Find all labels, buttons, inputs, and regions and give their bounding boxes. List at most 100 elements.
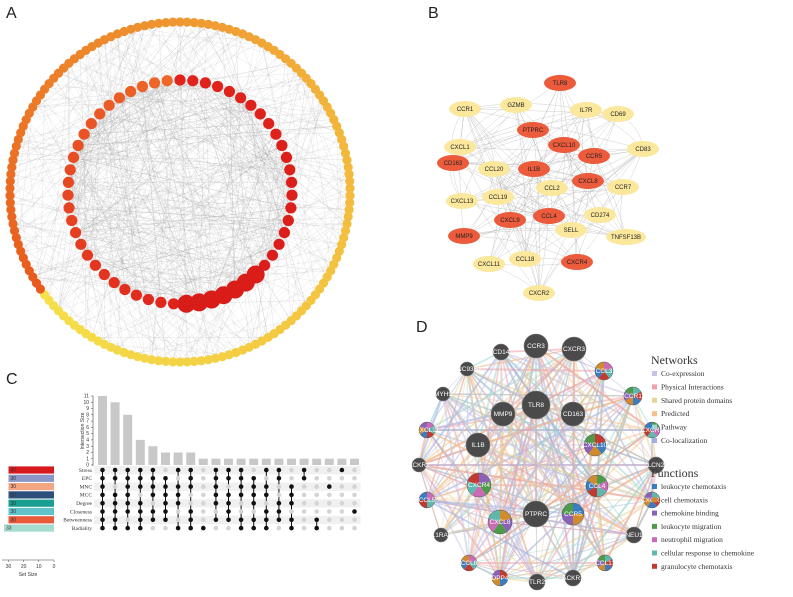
network-swatch — [652, 424, 657, 430]
set-size-tick-label: 20 — [21, 564, 27, 570]
genemania-node-ackr1: ACKR1 — [562, 569, 584, 587]
matrix-dot — [289, 467, 294, 473]
function-slice — [597, 480, 609, 492]
network-edge — [119, 23, 159, 98]
network-edge — [10, 209, 173, 362]
network-edge — [524, 113, 619, 260]
inner-hub-node — [286, 176, 298, 188]
y-tick-label: 4 — [86, 438, 89, 444]
network-edge — [124, 289, 161, 303]
matrix-dot — [175, 476, 181, 481]
network-edge — [466, 348, 575, 370]
matrix-dot — [175, 492, 181, 498]
network-swatch — [652, 371, 657, 376]
inner-hub-node — [223, 85, 235, 98]
matrix-dot — [352, 509, 357, 514]
ppi-node-label: MMP9 — [455, 234, 473, 240]
network-edge — [95, 182, 292, 266]
node-outline — [466, 472, 492, 498]
network-edge — [84, 105, 110, 135]
function-slice — [467, 481, 479, 495]
outer-gene-node — [7, 162, 17, 172]
genemania-node-il1b: IL1B — [465, 432, 491, 458]
network-edge — [73, 157, 291, 209]
inner-hub-node — [130, 289, 142, 301]
node-outline — [583, 433, 607, 457]
genemania-node-ccl4: CCL4 — [585, 474, 609, 498]
network-edge — [497, 113, 619, 198]
function-legend-label: granulocyte chemotaxis — [661, 562, 733, 571]
set-row-label: Stress — [79, 468, 92, 474]
network-edge — [29, 25, 145, 114]
function-swatch — [652, 497, 657, 503]
network-edge — [186, 22, 328, 278]
network-edge — [80, 105, 110, 245]
y-tick-label: 5 — [86, 431, 89, 437]
network-edge — [16, 146, 290, 170]
network-edge — [130, 23, 202, 92]
y-tick-label: 2 — [86, 450, 89, 456]
network-edge — [75, 232, 246, 283]
matrix-dot — [251, 484, 256, 489]
node-circle — [522, 500, 550, 528]
network-edge — [75, 119, 334, 233]
outer-gene-node — [147, 19, 157, 29]
network-edge — [80, 78, 307, 245]
matrix-dot — [100, 467, 105, 473]
network-edge — [20, 207, 291, 252]
network-edge — [442, 393, 598, 487]
intersection-bar — [287, 458, 296, 465]
genemania-node-label: CXCL8 — [490, 519, 511, 526]
matrix-dot — [289, 525, 294, 531]
node-outline — [594, 361, 614, 381]
network-edge — [12, 169, 71, 224]
function-slice — [595, 434, 606, 445]
network-edge — [151, 282, 324, 360]
node-circle — [492, 343, 510, 361]
intersection-bar — [123, 414, 133, 465]
matrix-dot — [238, 467, 244, 473]
genemania-node-label: TLR8 — [528, 402, 544, 409]
ppi-node-shape — [473, 256, 505, 272]
outer-gene-node — [8, 219, 18, 229]
genemania-node-ackr2: ACKR2 — [408, 457, 430, 473]
network-edge — [199, 220, 289, 303]
genemania-node-label: NEU1 — [625, 532, 643, 539]
network-edge — [32, 182, 69, 278]
inner-hub-node — [89, 259, 101, 271]
network-edge — [80, 244, 265, 266]
intersection-bar — [350, 458, 359, 465]
ppi-node-cxcl13: CXCL13 — [446, 193, 478, 209]
network-edge — [250, 105, 275, 334]
node-outline — [623, 386, 643, 406]
network-edge — [75, 207, 291, 233]
network-edge — [264, 265, 331, 271]
set-size-bars: 30 30 30 30 30 30 30 33 — [4, 466, 54, 532]
outer-gene-node — [175, 17, 185, 27]
network-edge — [426, 348, 575, 431]
network-edge — [68, 63, 143, 87]
network-edge — [14, 230, 195, 362]
network-edge — [119, 97, 349, 217]
network-edge — [114, 23, 202, 283]
network-edge — [440, 368, 468, 536]
matrix-dot — [301, 525, 307, 531]
node-circle — [435, 386, 451, 402]
network-edge — [58, 145, 282, 312]
matrix-dot — [112, 517, 118, 523]
network-edge — [250, 105, 344, 147]
matrix-dot — [276, 484, 282, 489]
network-edge — [250, 105, 289, 221]
inner-hub-node — [168, 298, 180, 310]
network-edge — [48, 134, 85, 301]
network-edge — [14, 230, 93, 338]
inner-hub-node — [67, 151, 80, 163]
function-legend-label: chemokine binding — [661, 509, 719, 518]
set-size-value: 30 — [11, 493, 17, 499]
network-edge — [426, 499, 574, 579]
outer-gene-node — [189, 356, 199, 366]
ppi-node-il1b: IL1B — [518, 161, 550, 177]
set-size-value: 30 — [11, 468, 17, 474]
network-edge — [509, 148, 644, 221]
network-edge — [179, 21, 187, 304]
